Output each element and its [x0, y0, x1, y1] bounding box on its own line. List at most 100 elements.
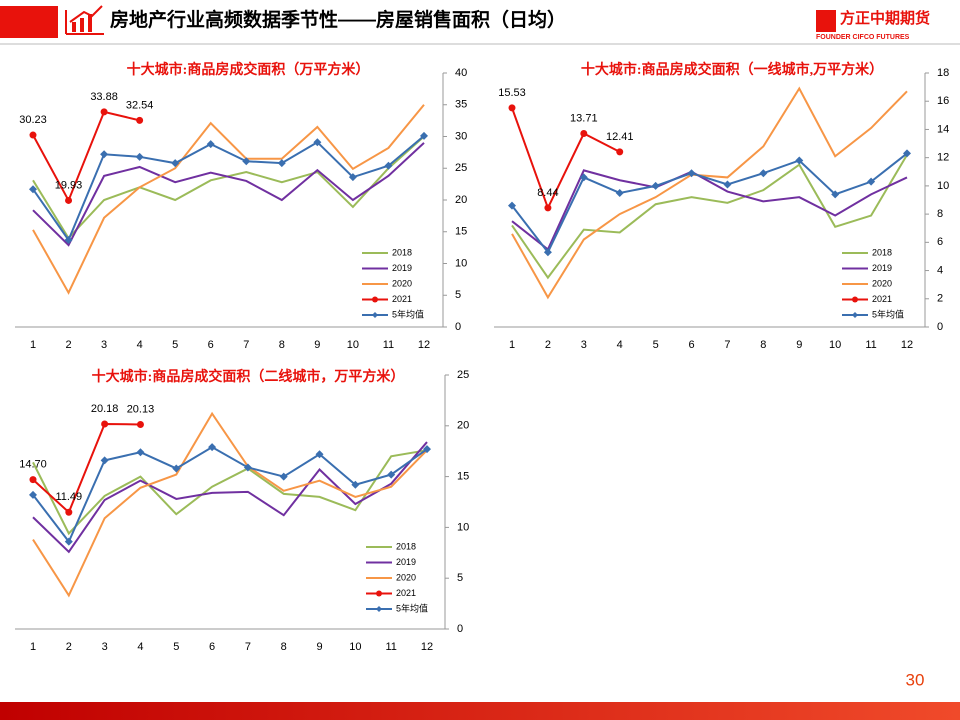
x-tick-label: 3	[102, 641, 108, 653]
logo-icon	[816, 10, 836, 32]
legend-label: 2020	[872, 278, 892, 288]
x-tick-label: 7	[724, 339, 730, 351]
x-tick-label: 8	[281, 641, 287, 653]
series-line	[32, 135, 425, 243]
point	[206, 140, 215, 149]
y-tick-label: 20	[457, 420, 469, 432]
data-label: 11.49	[55, 491, 82, 503]
point	[831, 190, 840, 199]
header-icon	[65, 5, 104, 35]
point	[315, 450, 324, 459]
y-tick-label: 0	[455, 321, 461, 333]
data-label: 14.70	[19, 459, 47, 471]
header-title: 房地产行业高频数据季节性——房屋销售面积（日均）	[110, 8, 566, 31]
x-tick-label: 2	[545, 339, 551, 351]
point	[208, 443, 217, 452]
legend-marker	[376, 606, 382, 612]
x-tick-label: 3	[581, 339, 587, 351]
legend-label: 2021	[392, 294, 412, 304]
x-tick-label: 5	[172, 339, 178, 351]
point	[579, 173, 588, 182]
x-tick-label: 1	[509, 339, 515, 351]
point	[100, 456, 109, 465]
series-line	[32, 110, 140, 203]
y-tick-label: 2	[937, 293, 943, 305]
y-tick-label: 35	[455, 99, 467, 111]
series-line	[511, 152, 908, 255]
y-tick-label: 14	[937, 123, 949, 135]
x-tick-label: 12	[418, 339, 430, 351]
x-tick-label: 5	[173, 641, 179, 653]
y-tick-label: 18	[937, 67, 949, 79]
data-label: 15.53	[498, 87, 526, 99]
x-tick-label: 3	[101, 339, 107, 351]
chart-title: 十大城市:商品房成交面积（一线城市,万平方米）	[581, 61, 883, 78]
footer-bar	[0, 702, 960, 720]
x-tick-label: 6	[688, 339, 694, 351]
x-tick-label: 2	[65, 339, 71, 351]
series-line	[32, 104, 425, 295]
legend-label: 2019	[392, 263, 412, 273]
data-label: 33.88	[90, 91, 118, 103]
x-tick-label: 11	[865, 339, 876, 351]
x-tick-label: 6	[209, 641, 215, 653]
point	[867, 177, 876, 186]
data-label: 32.54	[126, 99, 154, 111]
x-tick-label: 4	[617, 339, 623, 351]
x-tick-label: 12	[421, 641, 433, 653]
logo-subtext: FOUNDER CIFCO FUTURES	[816, 34, 910, 41]
x-tick-label: 9	[314, 339, 320, 351]
x-tick-label: 11	[385, 641, 396, 653]
point	[64, 537, 73, 546]
legend-label: 2020	[396, 572, 416, 582]
chart-title: 十大城市:商品房成交面积（万平方米）	[127, 61, 370, 78]
y-tick-label: 15	[457, 471, 469, 483]
series-line	[32, 142, 425, 247]
data-label: 19.93	[55, 179, 83, 191]
legend-label: 5年均值	[872, 308, 904, 319]
point	[172, 464, 181, 473]
x-tick-label: 4	[137, 339, 143, 351]
header-bar	[0, 6, 58, 38]
legend-label: 2018	[872, 247, 892, 257]
legend-label: 2020	[392, 278, 412, 288]
point	[313, 138, 322, 147]
series-line	[511, 86, 908, 300]
y-tick-label: 4	[937, 264, 943, 276]
series-line	[32, 445, 428, 544]
data-label: 20.13	[127, 403, 155, 415]
point	[136, 448, 145, 457]
point	[351, 480, 360, 489]
x-tick-label: 5	[653, 339, 659, 351]
y-tick-label: 0	[457, 623, 463, 635]
point	[544, 204, 552, 212]
legend-label: 5年均值	[396, 602, 428, 613]
x-tick-label: 8	[760, 339, 766, 351]
legend-label: 2021	[396, 588, 416, 598]
series-line	[511, 169, 908, 251]
series-line	[511, 107, 621, 211]
legend-marker	[376, 590, 382, 597]
legend-marker	[852, 312, 858, 318]
legend-label: 2019	[872, 263, 892, 273]
y-tick-label: 25	[457, 369, 469, 381]
point	[100, 150, 109, 159]
point	[65, 196, 73, 204]
point	[508, 201, 516, 210]
point	[543, 248, 552, 257]
y-tick-label: 25	[455, 162, 467, 174]
point	[423, 445, 431, 454]
point	[723, 180, 732, 189]
data-label: 12.41	[606, 131, 634, 143]
point	[795, 156, 804, 165]
x-tick-label: 11	[383, 339, 394, 351]
x-tick-label: 2	[66, 641, 72, 653]
y-tick-label: 40	[455, 67, 467, 79]
point	[171, 159, 180, 168]
y-tick-label: 30	[455, 130, 467, 142]
point	[387, 470, 396, 479]
x-tick-label: 4	[137, 641, 143, 653]
point	[29, 490, 37, 499]
point	[384, 161, 393, 170]
